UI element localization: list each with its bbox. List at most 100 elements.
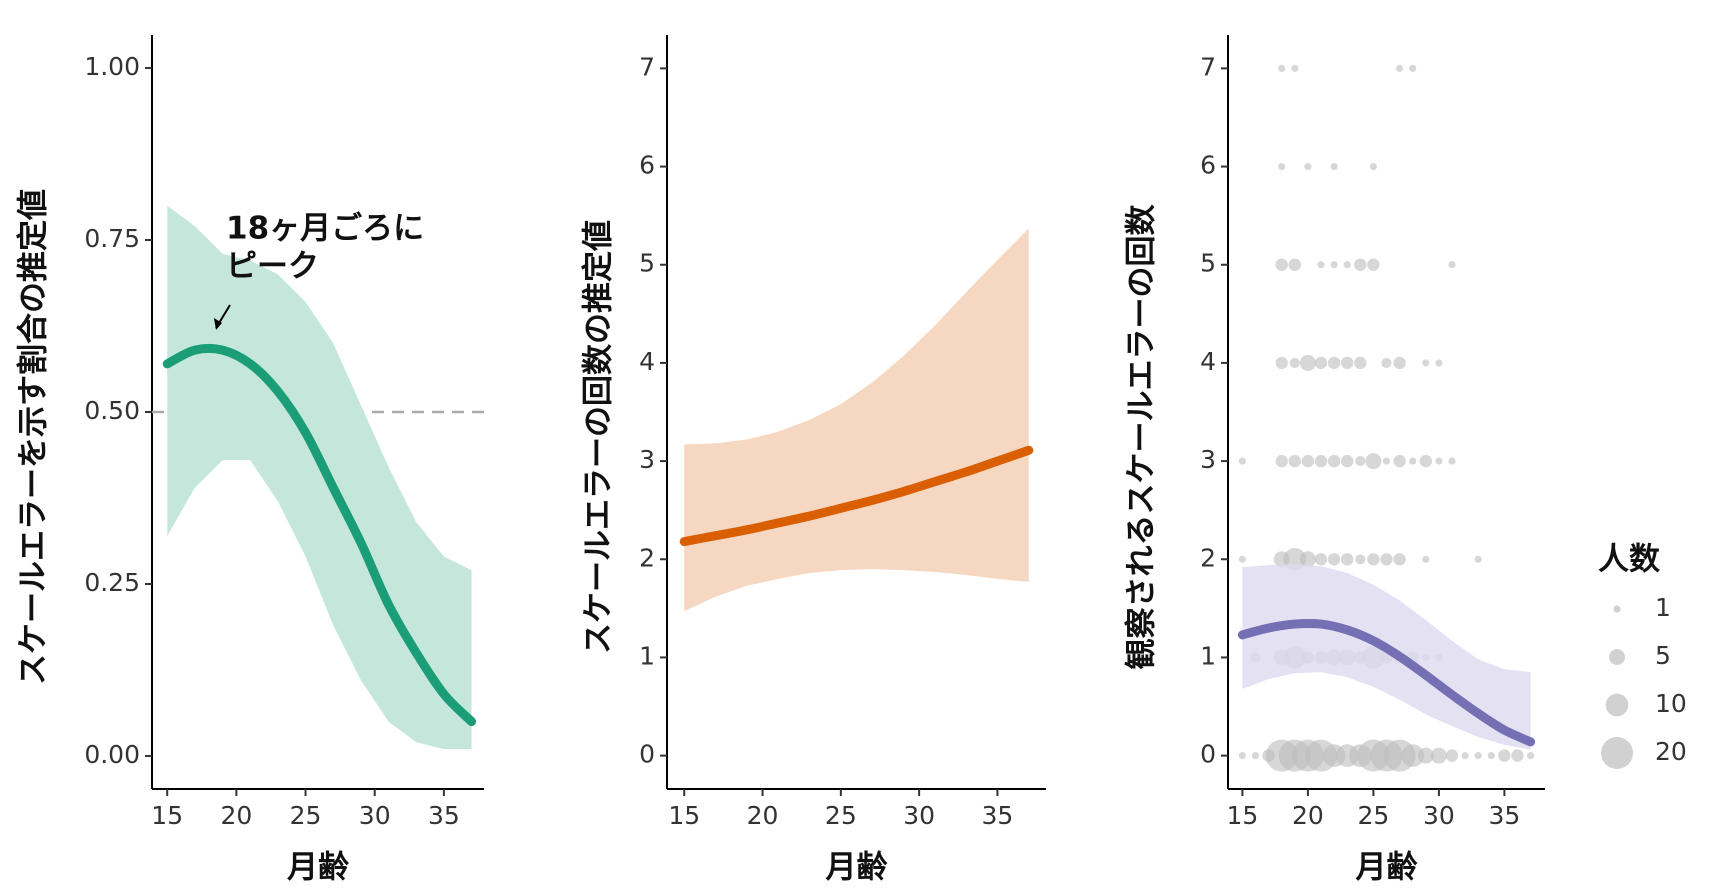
point xyxy=(1327,553,1341,566)
point xyxy=(1275,356,1288,370)
y-tick-label: 0 xyxy=(1200,740,1216,769)
legend-label: 1 xyxy=(1655,593,1671,622)
point xyxy=(1304,162,1312,171)
point xyxy=(1275,454,1288,468)
line xyxy=(162,343,477,727)
point xyxy=(1435,457,1443,465)
y-tick-label: 3 xyxy=(1200,445,1216,474)
legend-title: 人数 xyxy=(1598,542,1660,578)
point xyxy=(1343,261,1351,269)
point xyxy=(1278,64,1286,72)
point xyxy=(1299,354,1316,371)
point xyxy=(1448,261,1456,269)
point xyxy=(1422,359,1430,367)
point xyxy=(1487,752,1495,760)
point xyxy=(1474,555,1482,563)
x-tick-label: 25 xyxy=(1357,801,1389,830)
legend-symbol xyxy=(1605,693,1629,717)
line xyxy=(1237,618,1536,747)
y-tick-label: 4 xyxy=(639,347,655,376)
y-tick-label: 0.00 xyxy=(84,740,140,769)
y-axis-label: スケールエラーを示す割合の推定値 xyxy=(16,189,52,685)
point xyxy=(1365,453,1382,470)
point xyxy=(1430,747,1447,764)
y-tick-label: 1 xyxy=(1200,641,1216,670)
x-tick-label: 35 xyxy=(428,801,460,830)
x-tick-label: 35 xyxy=(982,801,1014,830)
point xyxy=(1238,752,1246,760)
y-axis-label: 観察されるスケールエラーの回数 xyxy=(1124,205,1160,670)
point xyxy=(1355,456,1366,467)
point xyxy=(1367,258,1380,271)
x-tick-label: 25 xyxy=(290,801,322,830)
point xyxy=(1341,553,1354,566)
point xyxy=(1474,752,1482,760)
point xyxy=(1327,454,1341,468)
x-tick-label: 15 xyxy=(668,801,700,830)
y-tick-label: 6 xyxy=(1200,151,1216,180)
point xyxy=(1401,744,1425,767)
point xyxy=(1422,555,1430,563)
point xyxy=(1355,554,1366,565)
point xyxy=(1445,749,1459,762)
x-tick-label: 15 xyxy=(151,801,183,830)
point xyxy=(1381,357,1392,368)
legend-symbol xyxy=(1601,737,1633,769)
legend-symbol xyxy=(1613,605,1621,613)
y-tick-label: 5 xyxy=(639,249,655,278)
point xyxy=(1409,457,1417,465)
y-tick-label: 1 xyxy=(639,641,655,670)
y-tick-label: 0.75 xyxy=(84,224,140,253)
y-tick-label: 7 xyxy=(639,52,655,81)
x-tick-label: 30 xyxy=(359,801,391,830)
y-tick-label: 6 xyxy=(639,151,655,180)
x-tick-label: 35 xyxy=(1488,801,1520,830)
point xyxy=(1354,258,1367,271)
point xyxy=(1289,357,1300,368)
point xyxy=(1448,457,1456,465)
point xyxy=(1511,749,1524,762)
point xyxy=(1238,457,1246,465)
x-tick-label: 30 xyxy=(903,801,935,830)
confidence-band xyxy=(684,228,1029,612)
point xyxy=(1461,752,1469,760)
point xyxy=(1301,454,1315,468)
y-axis-label: スケールエラーの回数の推定値 xyxy=(581,220,617,654)
line xyxy=(679,445,1034,547)
x-axis-label: 月齢 xyxy=(826,850,888,886)
point xyxy=(1367,553,1380,566)
legend-label: 5 xyxy=(1655,641,1671,670)
y-tick-label: 0.25 xyxy=(84,568,140,597)
point xyxy=(1396,64,1404,72)
legend-label: 20 xyxy=(1655,737,1687,766)
point xyxy=(1288,454,1302,468)
y-tick-label: 5 xyxy=(1200,249,1216,278)
y-tick-label: 1.00 xyxy=(84,52,140,81)
point xyxy=(1238,555,1246,563)
point xyxy=(1369,162,1377,171)
legend-label: 10 xyxy=(1655,689,1687,718)
point xyxy=(1393,454,1406,468)
point xyxy=(1288,258,1302,271)
point xyxy=(1330,261,1338,269)
point xyxy=(1341,454,1354,468)
point xyxy=(1382,457,1391,465)
point xyxy=(1419,454,1432,468)
point xyxy=(1498,749,1511,762)
y-tick-label: 4 xyxy=(1200,347,1216,376)
x-tick-label: 15 xyxy=(1227,801,1259,830)
point xyxy=(1251,752,1260,760)
point xyxy=(1341,356,1354,370)
x-tick-label: 20 xyxy=(220,801,252,830)
legend-symbol xyxy=(1609,649,1625,665)
point xyxy=(1275,258,1288,271)
annotation: 18ヶ月ごろに xyxy=(226,211,424,247)
x-tick-label: 20 xyxy=(747,801,779,830)
point xyxy=(1299,551,1316,568)
point xyxy=(1327,356,1341,370)
point xyxy=(1417,747,1434,764)
point xyxy=(1330,162,1338,171)
y-tick-label: 0 xyxy=(639,740,655,769)
y-tick-label: 0.50 xyxy=(84,396,140,425)
